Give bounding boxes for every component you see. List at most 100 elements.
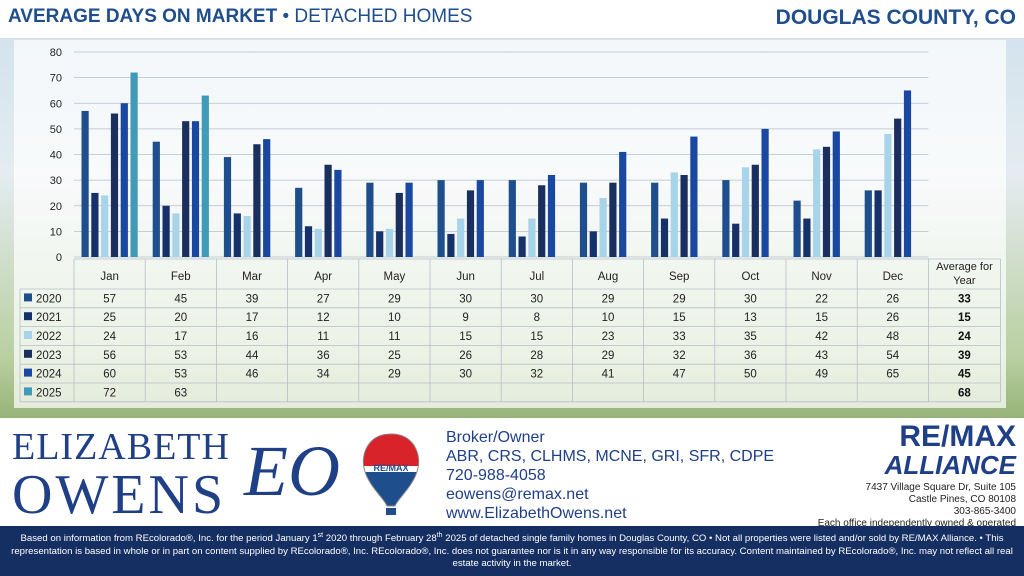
brand-line2: ALLIANCE [884,450,1016,480]
bar [385,228,394,257]
data-label: 22 [815,293,828,305]
data-label: 29 [602,293,615,305]
data-label: 25 [388,350,401,362]
data-label: 29 [388,369,401,381]
legend-label: 2020 [36,293,62,305]
legend-swatch [24,349,32,358]
data-label: 49 [815,369,828,381]
data-label: 36 [317,350,330,362]
agent-title: Broker/Owner [446,429,545,446]
bar [447,233,455,257]
y-tick-label: 0 [56,252,62,264]
data-label: 42 [815,331,828,343]
title-rest: DETACHED HOMES [294,6,473,27]
bar [295,187,303,257]
bar [884,134,892,257]
data-label: 43 [815,350,828,362]
monogram-logo: EO [244,431,340,511]
legend-swatch [24,331,32,339]
bar [91,192,99,257]
footer: ELIZABETH OWENS EO RE/MAX Broker/Owner A… [0,418,1024,529]
category-label: Aug [598,271,618,283]
data-label: 26 [459,350,472,362]
title-bold: AVERAGE DAYS ON MARKET [8,6,278,27]
bar [376,231,384,257]
average-value: 45 [958,369,971,381]
bar [162,205,170,257]
category-label: Dec [883,271,904,283]
y-tick-label: 40 [50,150,62,162]
data-label: 32 [673,350,686,362]
data-label: 27 [317,293,330,305]
average-value: 33 [958,293,971,305]
bar [110,113,119,257]
bar [405,182,413,257]
bar [832,131,840,257]
bar [233,213,241,257]
category-label: Jul [529,271,544,283]
bar [751,164,759,257]
data-label: 20 [174,312,187,324]
y-tick-label: 70 [50,73,62,85]
average-value: 15 [958,312,971,324]
bar [670,172,678,257]
bar [903,90,912,257]
agent-last-name: OWENS [12,464,227,526]
data-label: 46 [246,369,259,381]
data-label: 10 [602,312,615,324]
bar [314,228,322,257]
data-label: 17 [174,331,187,343]
data-label: 9 [462,312,468,324]
data-label: 28 [530,350,543,362]
data-label: 11 [388,331,400,343]
data-label: 34 [317,369,330,381]
bar [130,72,138,257]
category-label: Nov [811,271,832,283]
category-label: Feb [171,271,191,283]
data-label: 44 [246,350,259,362]
bar [476,180,484,257]
data-label: 56 [103,350,116,362]
average-header: Average for [936,261,993,273]
disclaimer: Based on information from REcolorado®, I… [0,526,1024,576]
data-label: 45 [174,293,187,305]
legend-label: 2024 [36,369,62,381]
bar [395,192,403,257]
data-label: 15 [815,312,828,324]
bar [324,164,332,257]
bar [518,236,526,257]
bar [813,149,821,257]
y-tick-label: 30 [50,175,62,187]
bar [457,218,465,257]
data-label: 41 [602,369,615,381]
page-title: AVERAGE DAYS ON MARKET • DETACHED HOMES [8,6,472,28]
bar [761,128,769,257]
data-label: 29 [673,293,686,305]
data-label: 30 [459,293,472,305]
average-value: 68 [958,387,971,399]
data-label: 12 [317,312,330,324]
data-label: 65 [886,369,899,381]
data-label: 24 [103,331,116,343]
data-label: 72 [103,387,116,399]
category-label: Mar [242,271,262,283]
legend-label: 2022 [36,331,62,343]
data-label: 25 [103,312,116,324]
bar [101,195,109,257]
data-label: 53 [174,350,187,362]
bar [680,175,688,257]
y-tick-label: 60 [50,98,62,110]
data-label: 53 [174,369,187,381]
data-label: 15 [530,331,543,343]
data-label: 48 [886,331,899,343]
data-label: 47 [673,369,686,381]
bar [508,180,516,257]
y-tick-label: 20 [50,201,62,213]
y-tick-label: 80 [50,47,62,59]
brand-phone: 303-865-3400 [953,506,1016,517]
bar [81,110,89,257]
data-label: 26 [886,293,899,305]
bar [223,157,232,257]
data-label: 39 [246,293,259,305]
agent-first-name: ELIZABETH [12,426,230,468]
